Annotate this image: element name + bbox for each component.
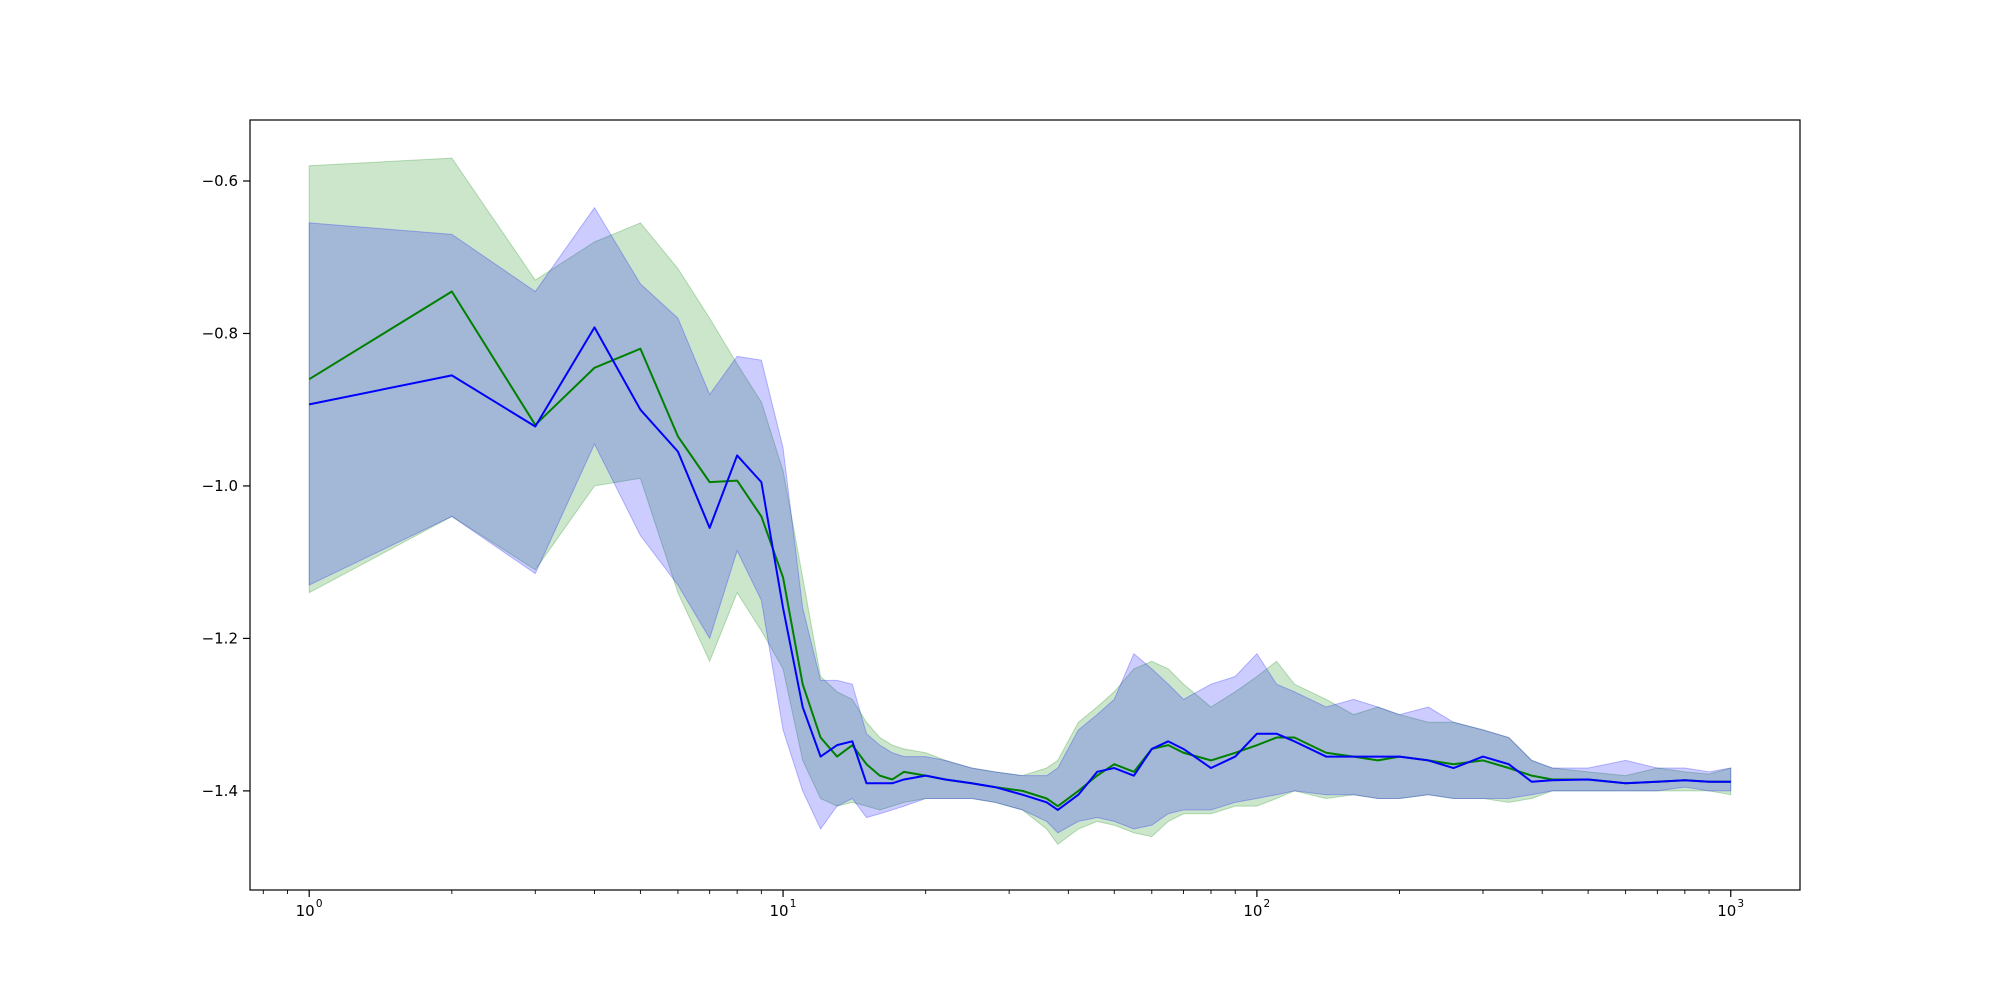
x-tick-exponent: 0 — [316, 898, 323, 910]
y-axis: −0.6 −0.8 −1.0 −1.2 −1.4 — [202, 172, 250, 800]
x-tick-label: 10 — [770, 902, 789, 920]
x-tick-exponent: 1 — [790, 898, 797, 910]
x-tick-label: 10 — [1717, 902, 1736, 920]
y-tick-label: −0.6 — [202, 172, 238, 190]
y-tick-label: −1.4 — [202, 782, 238, 800]
x-axis: 10 0 10 1 10 2 10 3 — [262, 890, 1744, 920]
y-tick-label: −0.8 — [202, 324, 238, 342]
series-0-line — [308, 290, 1731, 808]
series-1-band — [308, 206, 1732, 834]
series-lines — [308, 290, 1731, 811]
x-tick-label: 10 — [296, 902, 315, 920]
x-tick-exponent: 3 — [1737, 898, 1744, 910]
series-1-line — [309, 326, 1731, 811]
x-tick-label: 10 — [1243, 902, 1262, 920]
plot-frame — [249, 119, 1801, 891]
y-tick-label: −1.0 — [202, 477, 238, 495]
y-tick-label: −1.2 — [202, 629, 238, 647]
series-0-band — [308, 157, 1732, 845]
confidence-bands — [308, 157, 1732, 845]
x-tick-exponent: 2 — [1264, 898, 1271, 910]
